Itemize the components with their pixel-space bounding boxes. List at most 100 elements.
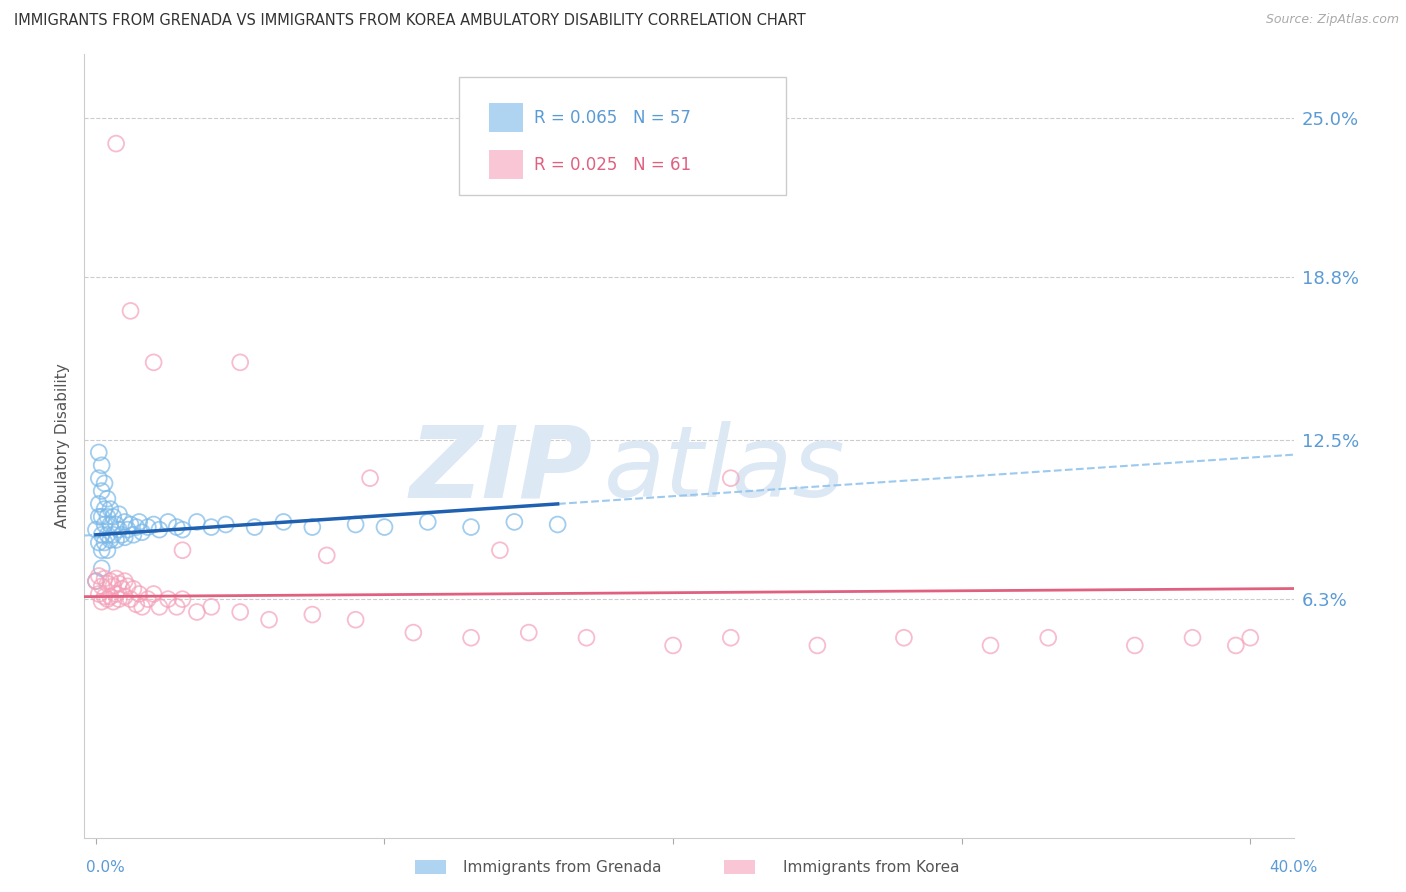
- Text: Source: ZipAtlas.com: Source: ZipAtlas.com: [1265, 13, 1399, 27]
- Point: [416, 515, 439, 529]
- Point: [229, 605, 252, 619]
- Point: [1225, 639, 1247, 653]
- Point: [117, 523, 139, 537]
- Point: [301, 520, 323, 534]
- Point: [87, 587, 110, 601]
- Text: IMMIGRANTS FROM GRENADA VS IMMIGRANTS FROM KOREA AMBULATORY DISABILITY CORRELATI: IMMIGRANTS FROM GRENADA VS IMMIGRANTS FR…: [14, 13, 806, 29]
- Point: [662, 639, 685, 653]
- Point: [720, 471, 742, 485]
- Text: R = 0.025   N = 61: R = 0.025 N = 61: [534, 155, 692, 174]
- Point: [503, 515, 526, 529]
- Point: [122, 582, 145, 596]
- Point: [460, 520, 482, 534]
- Text: R = 0.065   N = 57: R = 0.065 N = 57: [534, 109, 690, 127]
- Point: [186, 605, 208, 619]
- Bar: [489, 103, 523, 133]
- Point: [120, 592, 142, 607]
- Point: [84, 523, 107, 537]
- Point: [1123, 639, 1146, 653]
- Point: [93, 502, 115, 516]
- Point: [103, 528, 125, 542]
- Point: [344, 517, 367, 532]
- Point: [114, 590, 136, 604]
- Point: [96, 491, 118, 506]
- Point: [117, 579, 139, 593]
- FancyBboxPatch shape: [460, 77, 786, 194]
- Point: [1181, 631, 1204, 645]
- Point: [108, 523, 131, 537]
- Point: [136, 592, 159, 607]
- Point: [547, 517, 569, 532]
- Point: [157, 515, 180, 529]
- Text: 0.0%: 0.0%: [86, 860, 125, 874]
- Point: [148, 599, 170, 614]
- Point: [96, 509, 118, 524]
- Point: [84, 574, 107, 588]
- Point: [87, 569, 110, 583]
- Point: [93, 476, 115, 491]
- Point: [87, 509, 110, 524]
- Point: [93, 590, 115, 604]
- Point: [172, 543, 194, 558]
- Point: [575, 631, 598, 645]
- Point: [243, 520, 266, 534]
- Point: [105, 533, 128, 547]
- Point: [128, 587, 150, 601]
- Point: [128, 515, 150, 529]
- Point: [93, 535, 115, 549]
- Point: [87, 471, 110, 485]
- Point: [90, 509, 112, 524]
- Point: [98, 590, 121, 604]
- Point: [90, 458, 112, 473]
- Point: [200, 599, 222, 614]
- Point: [87, 445, 110, 459]
- Point: [720, 631, 742, 645]
- Text: Immigrants from Korea: Immigrants from Korea: [783, 860, 960, 874]
- Point: [157, 592, 180, 607]
- Point: [257, 613, 280, 627]
- Point: [105, 136, 128, 151]
- Text: ZIP: ZIP: [409, 421, 592, 518]
- Point: [172, 523, 194, 537]
- Point: [215, 517, 238, 532]
- Point: [806, 639, 828, 653]
- Point: [489, 543, 512, 558]
- Point: [108, 507, 131, 521]
- Point: [87, 497, 110, 511]
- Point: [96, 543, 118, 558]
- Point: [142, 587, 165, 601]
- Point: [90, 579, 112, 593]
- Point: [122, 528, 145, 542]
- Point: [90, 483, 112, 498]
- Point: [120, 517, 142, 532]
- Point: [105, 587, 128, 601]
- Point: [125, 520, 148, 534]
- Point: [893, 631, 915, 645]
- Point: [517, 625, 540, 640]
- Point: [172, 592, 194, 607]
- Point: [90, 561, 112, 575]
- Point: [200, 520, 222, 534]
- Point: [108, 576, 131, 591]
- Point: [96, 592, 118, 607]
- Point: [166, 599, 188, 614]
- Point: [166, 520, 188, 534]
- Point: [1038, 631, 1060, 645]
- Point: [90, 595, 112, 609]
- Point: [114, 574, 136, 588]
- Point: [131, 599, 153, 614]
- Point: [114, 515, 136, 529]
- Point: [460, 631, 482, 645]
- Point: [142, 517, 165, 532]
- Point: [359, 471, 381, 485]
- Y-axis label: Ambulatory Disability: Ambulatory Disability: [55, 364, 70, 528]
- Point: [979, 639, 1001, 653]
- Bar: [489, 150, 523, 179]
- Point: [301, 607, 323, 622]
- Point: [125, 597, 148, 611]
- Point: [90, 543, 112, 558]
- Point: [373, 520, 395, 534]
- Point: [103, 579, 125, 593]
- Point: [131, 525, 153, 540]
- Text: atlas: atlas: [605, 421, 846, 518]
